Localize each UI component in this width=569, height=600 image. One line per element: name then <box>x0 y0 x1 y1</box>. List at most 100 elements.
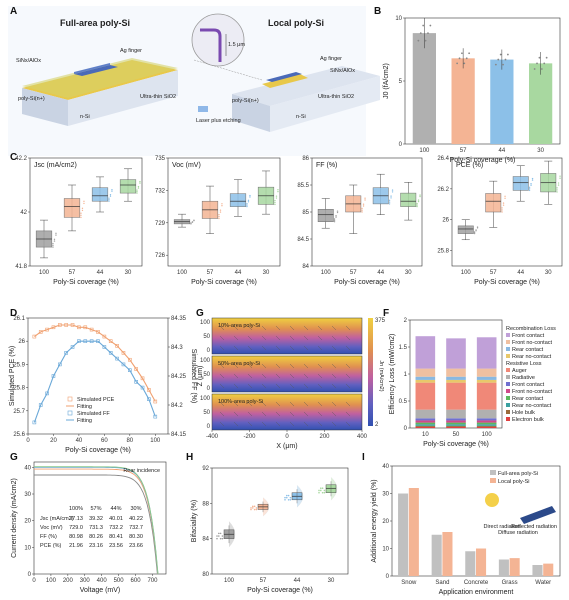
panel-e-arrow <box>247 363 253 369</box>
panel-c-jsc-title: Jsc (mA/cm2) <box>34 162 77 169</box>
panel-d-ytick-label: 25.9 <box>13 362 25 368</box>
panel-e-arrow <box>247 411 253 417</box>
panel-c-voc-point <box>277 190 279 193</box>
panel-c-voc-point <box>274 199 276 202</box>
panel-i-ytick-label: 10 <box>382 547 389 553</box>
panel-f-legend-label: Electron bulk <box>512 417 544 423</box>
panel-e-arrow <box>331 325 337 331</box>
panel-d-fit-line <box>33 340 156 423</box>
panel-c-pce-xtick-label: 57 <box>490 270 497 276</box>
panel-c-voc-xtick-label: 100 <box>177 270 188 276</box>
panel-c-pce-point <box>557 182 560 184</box>
panel-c-jsc-xtick-label: 57 <box>69 270 76 276</box>
panel-f-legend-label: Front contact <box>512 333 545 339</box>
panel-c-pce-box <box>485 193 502 213</box>
panel-d-legend-label: Simulated FF <box>77 411 110 417</box>
panel-c-jsc-point <box>108 199 110 201</box>
panel-e-arrow <box>219 421 225 427</box>
panel-e-arrow <box>219 401 225 407</box>
panel-c-pce-ytick-label: 26 <box>442 218 449 224</box>
panel-f-segment <box>446 368 466 377</box>
panel-d-ytick-label: 25.7 <box>13 409 25 415</box>
right-wafer-front <box>270 76 380 132</box>
panel-d-point <box>108 339 113 344</box>
panel-h-point <box>219 532 222 535</box>
panel-c-pce-ytick-label: 26.2 <box>437 187 449 193</box>
panel-c-jsc-box <box>63 198 81 218</box>
panel-e-arrow <box>331 401 337 407</box>
panel-g-ylabel: Current density (mA/cm2) <box>11 478 18 558</box>
panel-d-point <box>134 379 138 384</box>
panel-c-ff-point <box>388 201 391 203</box>
panel-e-arrow <box>289 325 295 331</box>
panel-h-point <box>320 489 322 492</box>
panel-c-ff-ytick-label: 85 <box>302 210 309 216</box>
panel-c-pce-point <box>504 195 506 197</box>
panel-f-legend-swatch <box>506 417 510 421</box>
panel-c-jsc-point <box>80 214 82 217</box>
panel-e-arrow <box>275 411 281 417</box>
panel-e-colorbar <box>368 318 373 426</box>
panel-e-xtick-label: -200 <box>243 434 256 440</box>
panel-h-point <box>253 508 256 511</box>
panel-e-arrow <box>275 363 281 369</box>
panel-c-pce-point <box>559 177 561 179</box>
panel-e-xtick-label: -400 <box>206 434 219 440</box>
panel-g-table-header: 44% <box>110 506 121 512</box>
inset-profile <box>200 28 222 62</box>
panel-g-xtick-label: 600 <box>131 578 142 584</box>
panel-c-voc-title: Voc (mV) <box>172 162 201 169</box>
panel-c-voc-point <box>190 222 192 224</box>
panel-c-pce-point <box>528 189 531 192</box>
panel-b-xtick-label: 44 <box>499 148 506 154</box>
panel-e-arrow <box>303 335 309 341</box>
panel-e-arrow <box>303 421 309 427</box>
panel-g-ytick-label: 40 <box>24 465 31 471</box>
panel-d-point <box>70 345 75 349</box>
panel-b-point <box>499 53 502 56</box>
panel-f-legend-label: Rear no-contact <box>512 354 552 360</box>
panel-h-point <box>287 494 290 497</box>
panel-d-legend-label: Fitting <box>77 404 92 410</box>
inset-scale-label: 1.5 μm <box>228 42 245 48</box>
panel-e-ztick-label: 0 <box>207 424 211 430</box>
panel-c-jsc-point <box>52 242 54 245</box>
panel-d-legend-marker <box>67 396 73 402</box>
panel-c-ff-point <box>416 202 418 205</box>
panel-d-point <box>108 350 113 355</box>
panel-h-point <box>255 508 258 511</box>
panel-e-arrow <box>275 373 281 379</box>
panel-c-ff-point <box>361 211 363 213</box>
panel-f-segment <box>446 379 466 383</box>
panel-e-arrow <box>303 373 309 379</box>
panel-f-legend-swatch <box>506 340 510 344</box>
panel-b-xtick-label: 57 <box>460 148 467 154</box>
panel-d-point <box>32 334 37 339</box>
panel-d-point <box>121 362 126 367</box>
panel-c-jsc-ytick-label: 42.2 <box>15 156 27 162</box>
panel-f-segment <box>446 424 466 426</box>
panel-label-a: A <box>10 6 17 17</box>
panel-h-point <box>221 535 224 537</box>
panel-h-frame <box>211 467 349 575</box>
panel-c-ff-ytick-label: 85.5 <box>297 183 309 189</box>
panel-f-segment <box>446 426 466 428</box>
panel-b-bar <box>529 63 553 144</box>
panel-g-annotation: Rear incidence <box>123 468 160 474</box>
panel-e-ylabel: Z (μm) <box>197 366 204 387</box>
panel-g-table-cell: Jsc (mA/cm2) <box>40 516 74 522</box>
panel-e-arrow <box>247 345 253 351</box>
panel-c-voc-point <box>193 219 195 221</box>
panel-c-pce-point <box>557 184 560 186</box>
panel-h-point <box>250 508 252 511</box>
panel-h: 80 84 88 92 100 57 44 30 Poly-Si coverage (%) Bif… <box>191 466 349 594</box>
panel-c-voc-xtick-label: 57 <box>207 270 214 276</box>
panel-c-pce-box <box>512 176 529 191</box>
panel-e-arrow <box>317 335 323 341</box>
panel-d-ytick-label: 26 <box>18 339 25 345</box>
panel-i-xtick-label: Sand <box>435 580 449 586</box>
panel-d-y2tick-label: 84.25 <box>171 374 187 380</box>
panel-h-ytick-label: 88 <box>202 501 209 507</box>
